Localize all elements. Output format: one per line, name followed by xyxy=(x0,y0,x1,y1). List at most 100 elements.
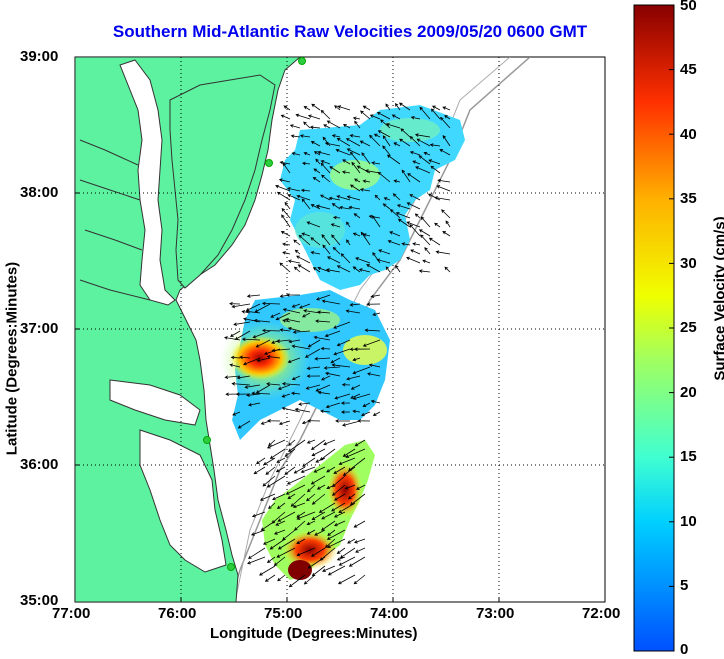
velocity-arrow xyxy=(317,150,331,156)
velocity-arrow xyxy=(278,420,291,426)
velocity-arrow xyxy=(255,384,271,394)
velocity-arrow xyxy=(342,159,351,165)
velocity-arrow xyxy=(289,124,301,129)
velocity-arrow xyxy=(281,393,291,398)
velocity-arrow xyxy=(270,312,281,318)
velocity-arrow xyxy=(345,309,361,314)
velocity-arrow xyxy=(298,234,311,246)
velocity-arrow xyxy=(330,223,341,228)
velocity-arrow xyxy=(268,502,276,510)
velocity-arrow xyxy=(372,411,381,416)
velocity-arrow xyxy=(286,475,306,485)
velocity-arrow xyxy=(284,448,296,457)
velocity-arrow xyxy=(340,253,351,264)
velocity-arrow xyxy=(282,242,291,247)
velocity-arrow xyxy=(306,439,316,444)
velocity-arrow xyxy=(436,185,451,192)
velocity-arrow xyxy=(281,406,301,413)
velocity-arrow xyxy=(410,249,421,255)
velocity-arrow xyxy=(262,538,276,545)
velocity-arrow xyxy=(315,158,321,165)
velocity-arrow xyxy=(409,150,421,156)
velocity-arrow xyxy=(286,293,301,297)
velocity-arrow xyxy=(338,502,356,513)
velocity-arrow xyxy=(396,204,411,210)
y-tick-label: 39:00 xyxy=(20,48,59,65)
velocity-arrow xyxy=(224,375,241,379)
colorbar-tick-label: 20 xyxy=(680,384,697,401)
velocity-arrow xyxy=(276,457,286,463)
velocity-arrow xyxy=(368,363,381,368)
velocity-arrow xyxy=(311,547,326,557)
velocity-arrow xyxy=(224,336,241,341)
velocity-arrow xyxy=(370,294,381,298)
velocity-arrow xyxy=(232,411,241,416)
velocity-arrow xyxy=(346,195,361,201)
velocity-arrow xyxy=(307,114,321,120)
velocity-arrow xyxy=(307,556,326,569)
velocity-arrow xyxy=(296,255,311,264)
velocity-arrow xyxy=(362,233,371,237)
vector-field xyxy=(224,102,451,588)
x-tick-label: 74:00 xyxy=(370,605,409,622)
velocity-arrow xyxy=(340,401,351,405)
velocity-arrow xyxy=(320,109,331,120)
velocity-arrow xyxy=(349,151,361,165)
velocity-arrow xyxy=(371,161,381,165)
velocity-arrow xyxy=(347,538,356,544)
radar-station-marker xyxy=(227,563,235,571)
velocity-arrow xyxy=(391,114,401,120)
velocity-arrow xyxy=(434,222,441,228)
velocity-arrow xyxy=(287,439,306,452)
velocity-arrow xyxy=(296,538,306,544)
velocity-arrow xyxy=(299,303,311,309)
velocity-arrow xyxy=(358,268,371,273)
velocity-arrow xyxy=(398,102,411,111)
velocity-arrow xyxy=(287,326,301,332)
velocity-arrow xyxy=(349,184,361,192)
velocity-arrow xyxy=(317,390,331,395)
velocity-arrow xyxy=(312,267,321,273)
velocity-arrow xyxy=(350,384,361,390)
velocity-arrow xyxy=(300,188,311,193)
velocity-arrow xyxy=(410,115,421,120)
velocity-arrow xyxy=(320,160,331,165)
velocity-arrow xyxy=(325,402,341,409)
velocity-arrow xyxy=(303,309,321,314)
velocity-arrow xyxy=(266,556,276,563)
velocity-arrow xyxy=(331,484,346,496)
velocity-arrow xyxy=(305,384,321,390)
velocity-arrow xyxy=(315,204,331,210)
velocity-arrow xyxy=(352,357,361,362)
velocity-arrow xyxy=(333,348,351,356)
velocity-arrow xyxy=(306,529,316,535)
delmarva-peninsula xyxy=(169,74,276,289)
velocity-arrow xyxy=(310,439,326,450)
velocity-arrow xyxy=(435,250,451,255)
velocity-arrow xyxy=(268,439,276,447)
colorbar xyxy=(633,4,675,652)
velocity-arrow xyxy=(333,466,346,474)
velocity-arrow xyxy=(331,363,351,368)
velocity-hotspot xyxy=(288,560,312,580)
velocity-arrow xyxy=(311,103,321,111)
velocity-arrow xyxy=(414,213,421,219)
velocity-arrow xyxy=(255,457,266,465)
velocity-arrow xyxy=(352,232,361,237)
velocity-arrow xyxy=(325,371,341,377)
velocity-arrow xyxy=(334,493,346,501)
velocity-patch xyxy=(295,212,345,248)
velocity-arrow xyxy=(302,161,311,166)
velocity-arrow xyxy=(320,346,331,351)
velocity-arrow xyxy=(336,556,346,561)
velocity-arrow xyxy=(355,484,366,490)
velocity-arrow xyxy=(332,246,341,255)
velocity-arrow xyxy=(362,179,371,183)
velocity-arrow xyxy=(327,256,341,264)
velocity-arrow xyxy=(231,303,251,309)
chesapeake-bay xyxy=(119,59,176,306)
velocity-arrow xyxy=(312,176,321,183)
velocity-arrow xyxy=(246,294,261,298)
velocity-arrow xyxy=(281,207,291,219)
velocity-arrow xyxy=(298,402,311,406)
